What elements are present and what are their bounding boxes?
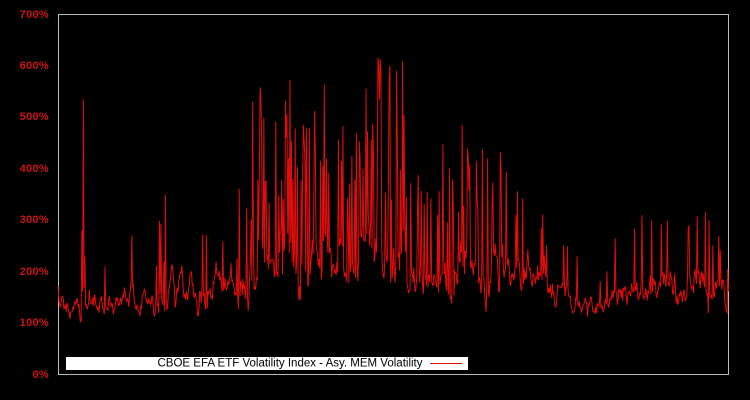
svg-text:600%: 600% <box>20 60 49 72</box>
svg-text:200%: 200% <box>20 266 49 278</box>
svg-text:500%: 500% <box>20 111 49 123</box>
svg-text:400%: 400% <box>20 163 49 175</box>
svg-text:0%: 0% <box>33 369 50 381</box>
svg-text:100%: 100% <box>20 317 49 329</box>
svg-text:700%: 700% <box>20 9 49 21</box>
svg-text:300%: 300% <box>20 214 49 226</box>
svg-text:CBOE EFA ETF Volatility Index: CBOE EFA ETF Volatility Index - Asy. MEM… <box>157 358 422 370</box>
